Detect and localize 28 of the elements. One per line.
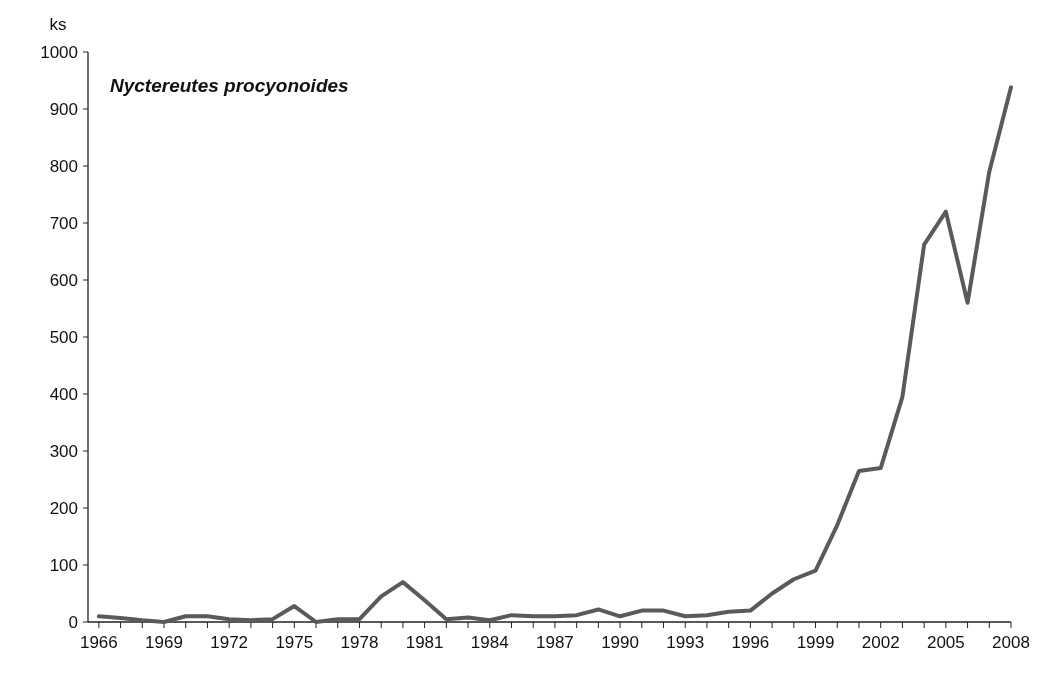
x-tick-label: 2008 [992, 633, 1030, 652]
y-tick-label: 700 [49, 213, 78, 233]
y-tick-label: 500 [49, 327, 78, 347]
y-tick-label: 1000 [40, 42, 78, 62]
y-tick-label: 400 [49, 384, 78, 404]
x-tick-label: 2002 [861, 633, 900, 652]
y-tick-label: 800 [49, 156, 78, 176]
x-tick-label: 1969 [145, 633, 183, 652]
x-tick-label: 1975 [275, 633, 314, 652]
text: Nyctereutes procyonoides [110, 75, 349, 96]
x-tick-label: 1981 [405, 633, 444, 652]
x-tick-label: 1999 [796, 633, 835, 652]
x-tick-label: 1987 [536, 633, 574, 652]
x-tick-label: 2005 [926, 633, 965, 652]
x-tick-label: 1966 [79, 633, 118, 652]
y-tick-label: 900 [49, 99, 78, 119]
y-tick-label: 600 [49, 270, 78, 290]
x-tick-label: 1990 [601, 633, 639, 652]
y-tick-label: 0 [68, 612, 78, 632]
x-tick-label: 1984 [470, 633, 509, 652]
x-tick-label: 1972 [210, 633, 249, 652]
y-tick-label: 300 [49, 441, 78, 461]
y-tick-label: 100 [49, 555, 78, 575]
x-tick-label: 1978 [340, 633, 379, 652]
y-tick-label: 200 [49, 498, 78, 518]
x-tick-label: 1996 [731, 633, 770, 652]
y-axis-title: ks [49, 15, 67, 34]
x-tick-label: 1993 [666, 633, 705, 652]
